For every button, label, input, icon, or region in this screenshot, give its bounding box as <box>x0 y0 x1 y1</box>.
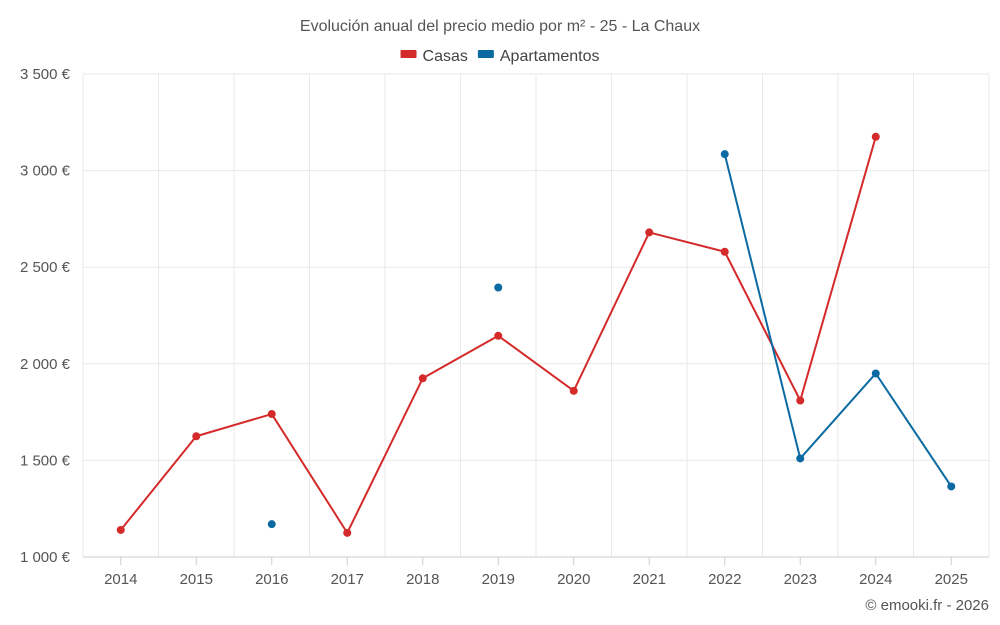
legend: Casas Apartamentos <box>400 48 600 65</box>
x-tick-label: 2023 <box>784 571 817 588</box>
x-tick-label: 2022 <box>708 571 741 588</box>
x-tick-label: 2024 <box>859 571 892 588</box>
data-point-casas-2023[interactable] <box>796 396 805 405</box>
x-tick-label: 2017 <box>331 571 364 588</box>
legend-label-casas: Casas <box>423 48 468 65</box>
legend-item-apartamentos[interactable]: Apartamentos <box>477 48 600 65</box>
data-point-casas-2022[interactable] <box>720 247 729 256</box>
x-tick-label: 2025 <box>935 571 968 588</box>
data-point-apartamentos-2016[interactable] <box>267 520 276 529</box>
data-point-casas-2024[interactable] <box>871 132 880 141</box>
y-tick-label: 3 500 € <box>20 66 71 83</box>
data-point-casas-2016[interactable] <box>267 410 276 419</box>
x-tick-label: 2020 <box>557 571 590 588</box>
series-layer <box>116 132 956 537</box>
x-tick-label: 2015 <box>180 571 213 588</box>
legend-swatch-apartamentos <box>477 50 494 58</box>
grid <box>82 73 990 557</box>
y-tick-label: 2 500 € <box>20 259 71 276</box>
x-axis: 2014 2015 2016 2017 2018 2019 2020 2021 2022 2023… <box>83 556 989 588</box>
data-point-casas-2021[interactable] <box>645 228 654 237</box>
data-point-apartamentos-2024[interactable] <box>871 369 880 378</box>
data-point-casas-2020[interactable] <box>569 386 578 395</box>
y-tick-label: 1 500 € <box>20 452 71 469</box>
data-point-apartamentos-2022[interactable] <box>720 150 729 159</box>
data-point-casas-2014[interactable] <box>116 525 125 534</box>
y-tick-label: 3 000 € <box>20 163 71 180</box>
series-apartamentos <box>267 150 956 529</box>
data-point-casas-2019[interactable] <box>494 331 503 340</box>
data-point-casas-2015[interactable] <box>192 432 201 441</box>
y-tick-label: 1 000 € <box>20 549 71 566</box>
y-tick-label: 2 000 € <box>20 356 71 373</box>
legend-swatch-casas <box>400 50 417 58</box>
series-casas <box>116 132 880 537</box>
data-point-apartamentos-2023[interactable] <box>796 454 805 463</box>
credit: © emooki.fr - 2026 <box>865 597 989 614</box>
data-point-casas-2017[interactable] <box>343 528 352 537</box>
x-tick-label: 2018 <box>406 571 439 588</box>
data-point-apartamentos-2019[interactable] <box>494 283 503 292</box>
y-axis: 1 000 € 1 500 € 2 000 € 2 500 € 3 000 € 3 500… <box>20 66 71 566</box>
data-point-casas-2018[interactable] <box>418 374 427 383</box>
series-line-apartamentos <box>723 153 953 488</box>
chart-title: Evolución anual del precio medio por m² … <box>300 18 700 35</box>
data-point-apartamentos-2025[interactable] <box>947 482 956 491</box>
x-tick-label: 2021 <box>633 571 666 588</box>
x-tick-label: 2019 <box>482 571 515 588</box>
legend-item-casas[interactable]: Casas <box>400 48 468 65</box>
x-tick-label: 2014 <box>104 571 137 588</box>
x-tick-label: 2016 <box>255 571 288 588</box>
legend-label-apartamentos: Apartamentos <box>500 48 600 65</box>
